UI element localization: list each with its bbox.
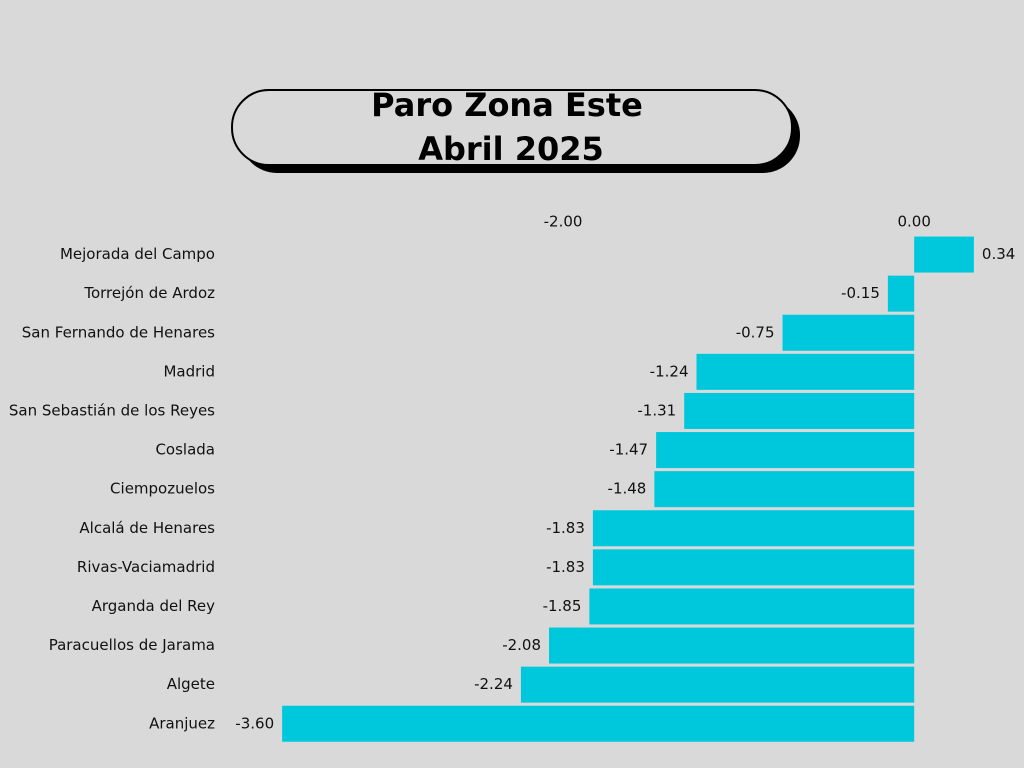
value-label: -1.48 — [608, 480, 647, 498]
bar — [684, 392, 915, 429]
bar — [592, 549, 915, 586]
bar — [914, 236, 974, 273]
category-label: San Sebastián de los Reyes — [9, 401, 215, 419]
value-label: -1.47 — [609, 441, 648, 459]
value-label: -1.83 — [546, 558, 585, 576]
chart-subtitle: Abril 2025 — [418, 130, 604, 168]
value-label: -1.24 — [650, 362, 689, 380]
category-label: Arganda del Rey — [92, 597, 216, 615]
category-label: Mejorada del Campo — [60, 245, 215, 263]
value-label: -1.85 — [543, 597, 582, 615]
x-tick-label: 0.00 — [898, 213, 931, 231]
bar — [656, 432, 915, 469]
bar — [696, 353, 915, 390]
category-label: Ciempozuelos — [110, 480, 215, 498]
category-label: Aranjuez — [149, 714, 215, 732]
bar — [782, 314, 915, 351]
value-label: -1.31 — [637, 401, 676, 419]
value-label: 0.34 — [982, 245, 1015, 263]
value-label: -1.83 — [546, 519, 585, 537]
bar — [654, 471, 915, 508]
chart-title: Paro Zona Este — [371, 86, 643, 124]
value-label: -2.08 — [502, 636, 541, 654]
category-label: Rivas-Vaciamadrid — [77, 558, 215, 576]
category-label: Algete — [167, 675, 215, 693]
bar — [549, 627, 915, 664]
bar — [592, 510, 915, 547]
category-label: Alcalá de Henares — [79, 519, 215, 537]
bar — [589, 588, 915, 625]
category-label: Torrejón de Ardoz — [83, 284, 215, 302]
x-tick-label: -2.00 — [544, 213, 583, 231]
value-label: -3.60 — [235, 714, 274, 732]
category-label: Madrid — [163, 362, 215, 380]
value-label: -2.24 — [474, 675, 513, 693]
value-label: -0.15 — [841, 284, 880, 302]
value-label: -0.75 — [736, 323, 775, 341]
bar — [887, 275, 915, 312]
category-label: Coslada — [155, 441, 215, 459]
category-label: Paracuellos de Jarama — [49, 636, 215, 654]
title-box — [231, 89, 793, 166]
bar — [282, 705, 915, 742]
bar — [520, 666, 915, 703]
category-label: San Fernando de Henares — [22, 323, 215, 341]
